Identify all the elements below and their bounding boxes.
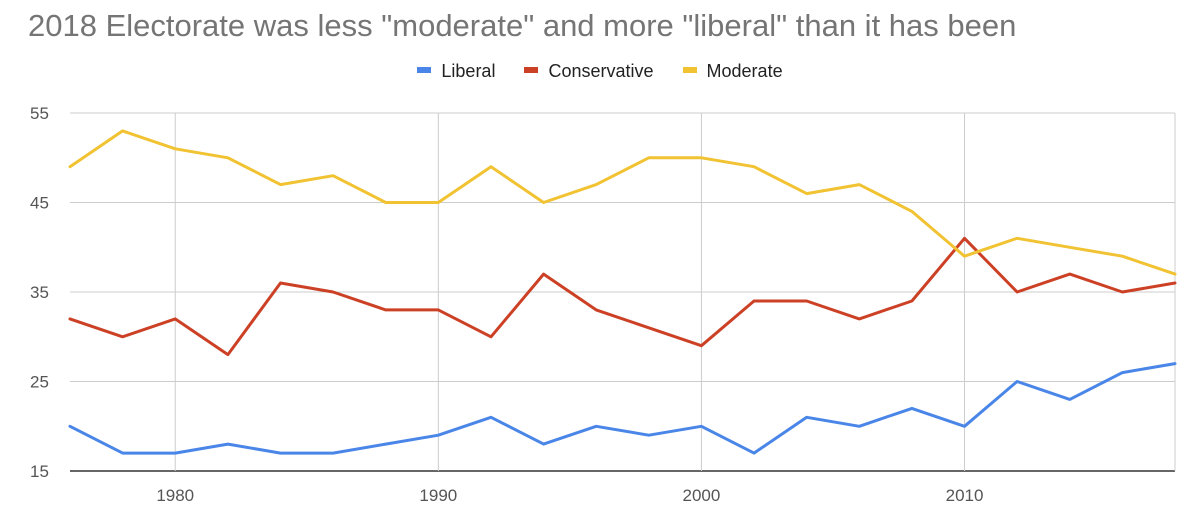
legend-swatch-conservative [524,67,539,74]
y-tick-label: 15 [30,462,49,481]
grid [70,112,1176,472]
legend-swatch-moderate [682,67,697,74]
y-tick-label: 25 [30,373,49,392]
legend-item-liberal[interactable]: Liberal [417,61,495,82]
series-line-conservative [68,236,1177,357]
y-tick-label: 35 [30,283,49,302]
legend-label-moderate: Moderate [706,61,783,81]
legend-label-conservative: Conservative [548,61,654,81]
legend-item-moderate[interactable]: Moderate [682,61,783,82]
legend-label-liberal: Liberal [441,61,496,81]
axis-labels: 15 25 35 45 55 1980 1990 2000 2010 [30,104,983,505]
chart-title: 2018 Electorate was less "moderate" and … [28,8,1017,43]
x-tick-label: 1990 [419,486,457,505]
x-tick-label: 2000 [683,486,721,505]
x-tick-label: 1980 [156,486,194,505]
series-lines [68,129,1177,455]
legend-swatch-liberal [417,67,432,74]
series-line-moderate [68,129,1177,276]
y-tick-label: 45 [30,194,49,213]
x-tick-label: 2010 [946,486,984,505]
legend: Liberal Conservative Moderate [0,61,1200,82]
series-line-liberal [68,362,1177,455]
y-tick-label: 55 [30,104,49,123]
legend-item-conservative[interactable]: Conservative [524,61,654,82]
